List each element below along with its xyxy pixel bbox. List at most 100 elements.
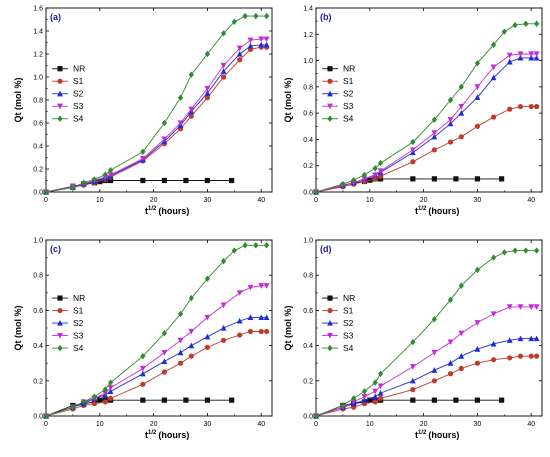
y-tick-label: 0.0: [303, 190, 313, 197]
marker-s1-6: [410, 159, 416, 165]
marker-s1-7: [431, 147, 437, 153]
marker-s3-9: [458, 103, 465, 110]
x-tick-label: 40: [257, 421, 265, 428]
marker-s4-9: [458, 282, 464, 289]
y-tick-label: 1.0: [303, 58, 313, 65]
legend-label-s1: S1: [343, 306, 354, 316]
marker-s4-7: [431, 116, 437, 123]
marker-nr-6: [107, 177, 114, 184]
marker-s3-8: [447, 117, 454, 123]
series-line-s3: [45, 285, 267, 417]
marker-legend-s1-0: [327, 307, 333, 314]
marker-s3-3: [361, 176, 368, 182]
marker-s2-10: [474, 346, 481, 352]
x-tick-label: 0: [314, 197, 318, 204]
marker-s1-11: [220, 337, 227, 343]
marker-s2-15: [533, 54, 540, 61]
marker-s2-7: [431, 133, 438, 140]
y-tick-label: 1.0: [33, 238, 43, 245]
marker-s4-1: [70, 404, 76, 411]
y-tick-label: 0.2: [303, 163, 313, 170]
y-tick-label: 1.4: [33, 29, 43, 36]
marker-s1-12: [237, 57, 243, 63]
x-axis-label-unit: (hours): [428, 430, 459, 440]
marker-s2-3: [361, 397, 368, 403]
marker-s2-6: [409, 377, 416, 384]
y-tick-label: 0.6: [33, 121, 43, 128]
marker-s4-10: [204, 50, 211, 58]
marker-s4-0: [43, 412, 49, 420]
y-tick-label: 0.4: [33, 144, 43, 151]
marker-s1-4: [372, 176, 378, 182]
marker-s3-7: [431, 350, 438, 356]
marker-s1-7: [431, 378, 437, 384]
marker-s2-5: [377, 390, 384, 396]
x-tick-label: 30: [474, 421, 482, 428]
marker-s1-4: [372, 399, 378, 405]
marker-s2-15: [263, 314, 270, 321]
marker-s4-2: [351, 176, 357, 184]
legend-label-nr: NR: [343, 64, 355, 74]
marker-s2-5: [107, 388, 114, 394]
marker-s1-13: [517, 353, 524, 359]
x-tick-label: 30: [204, 197, 212, 204]
series-line-s4: [45, 244, 267, 417]
marker-s4-1: [340, 180, 346, 188]
marker-s4-4: [102, 171, 108, 178]
marker-nr-7: [140, 397, 146, 403]
marker-s4-13: [242, 242, 248, 249]
legend-label-s2: S2: [343, 318, 354, 328]
marker-s1-4: [102, 399, 108, 405]
marker-s1-14: [258, 328, 264, 335]
marker-s2-14: [258, 41, 265, 48]
marker-legend-s4-0: [327, 344, 333, 352]
marker-legend-s1-0: [327, 78, 333, 84]
marker-nr-9: [183, 397, 189, 403]
marker-s4-6: [140, 148, 146, 155]
x-axis-label: t1/2 (hours): [415, 430, 459, 440]
marker-s4-12: [231, 247, 237, 254]
marker-s4-3: [361, 388, 368, 395]
marker-s2-8: [447, 120, 454, 127]
y-axis-label: Qt (mol %): [283, 306, 293, 351]
x-axis-label-main: t: [145, 430, 148, 440]
marker-s4-10: [474, 266, 481, 274]
x-axis-label-unit: (hours): [428, 206, 459, 216]
marker-s4-5: [377, 370, 384, 377]
marker-s3-11: [490, 64, 497, 71]
marker-s3-14: [258, 36, 265, 43]
series-line-s1: [315, 355, 537, 417]
marker-s1-15: [264, 328, 270, 335]
x-tick-label: 10: [366, 197, 374, 204]
marker-s1-12: [507, 355, 513, 361]
marker-s2-10: [204, 90, 211, 96]
x-tick-label: 10: [96, 421, 104, 428]
marker-s3-6: [139, 156, 146, 162]
marker-s4-13: [512, 21, 518, 29]
marker-s1-12: [237, 332, 243, 338]
marker-s2-9: [188, 342, 195, 349]
marker-s2-11: [490, 340, 497, 347]
series-s4: [43, 242, 270, 420]
x-tick-label: 10: [366, 421, 374, 428]
marker-s3-11: [220, 302, 227, 309]
marker-s4-8: [447, 96, 454, 104]
marker-nr-11: [229, 177, 235, 184]
y-tick-label: 0.8: [303, 273, 313, 280]
x-axis-label-main: t: [415, 430, 418, 440]
marker-s2-13: [247, 314, 254, 321]
x-tick-label: 40: [257, 197, 265, 204]
marker-s4-12: [501, 28, 507, 35]
x-tick-label: 20: [150, 197, 158, 204]
marker-s3-4: [372, 172, 379, 179]
marker-s1-6: [410, 387, 416, 393]
marker-s2-11: [220, 68, 227, 74]
marker-s1-14: [528, 353, 534, 359]
marker-s1-15: [534, 103, 540, 110]
marker-nr-8: [431, 397, 437, 403]
series-line-s4: [45, 15, 267, 193]
marker-s2-15: [533, 335, 540, 342]
legend-label-s4: S4: [343, 114, 354, 124]
marker-nr-4: [367, 397, 373, 403]
marker-s2-14: [258, 314, 265, 321]
